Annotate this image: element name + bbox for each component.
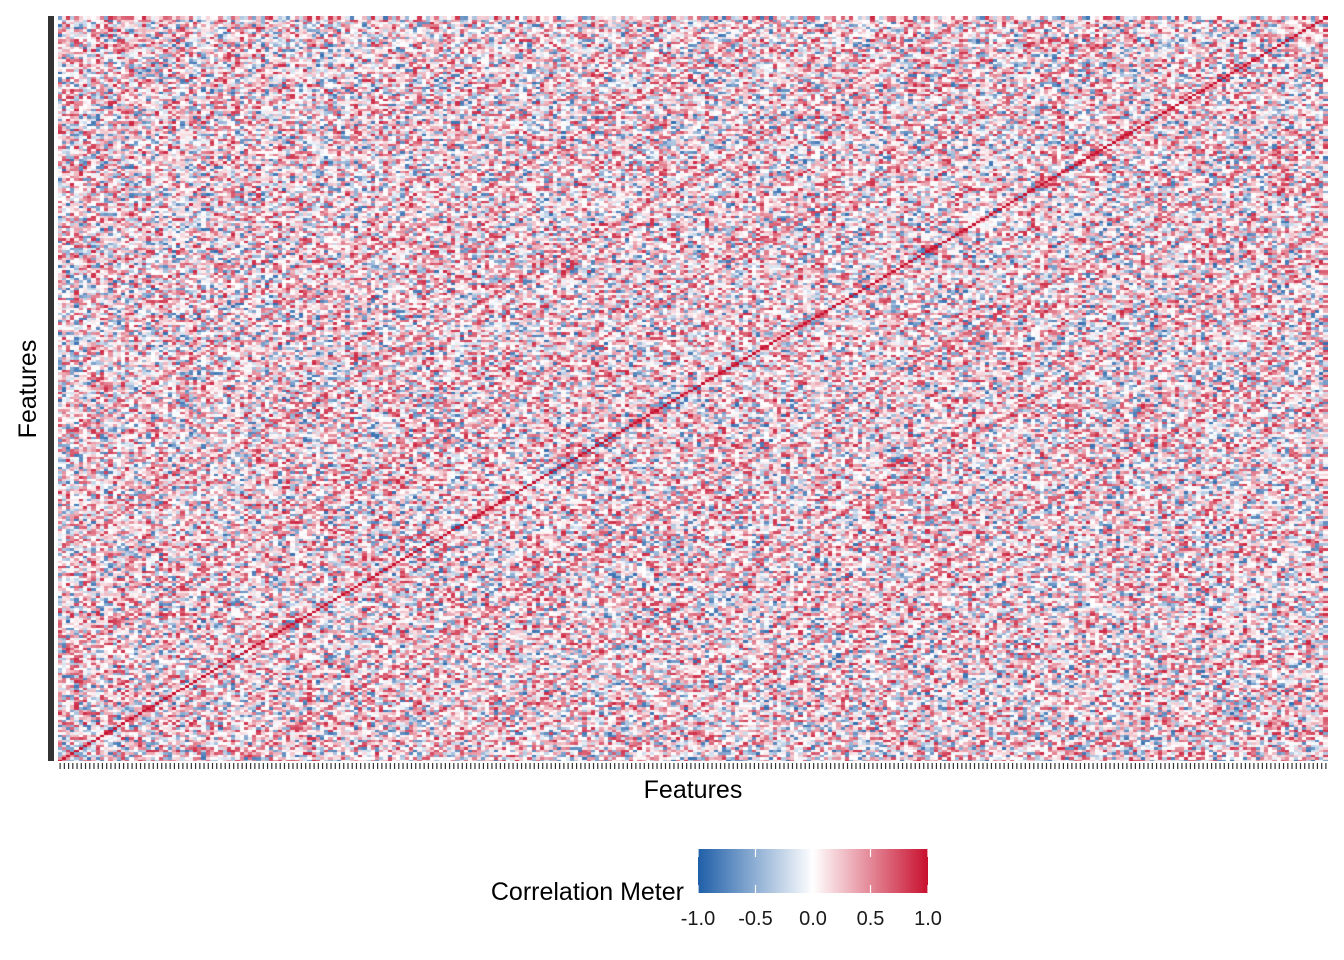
legend: Correlation Meter -1.0 -0.5 0.0 0.5 1.0: [491, 849, 942, 930]
y-axis-ticks: [48, 16, 54, 761]
heatmap-cells: [58, 16, 1328, 761]
heatmap-plot-area: [58, 16, 1328, 761]
legend-tick-label: -1.0: [681, 908, 715, 930]
x-axis: [59, 763, 1327, 769]
x-axis-title: Features: [644, 776, 743, 804]
y-axis-title: Features: [14, 340, 42, 439]
legend-tick-label: 0.5: [857, 908, 885, 930]
legend-ticks: -1.0 -0.5 0.0 0.5 1.0: [681, 849, 942, 930]
legend-tick-label: 0.0: [799, 908, 827, 930]
legend-title: Correlation Meter: [491, 878, 684, 906]
y-axis: [48, 16, 54, 761]
legend-tick-label: -0.5: [738, 908, 772, 930]
legend-tick-label: 1.0: [914, 908, 942, 930]
